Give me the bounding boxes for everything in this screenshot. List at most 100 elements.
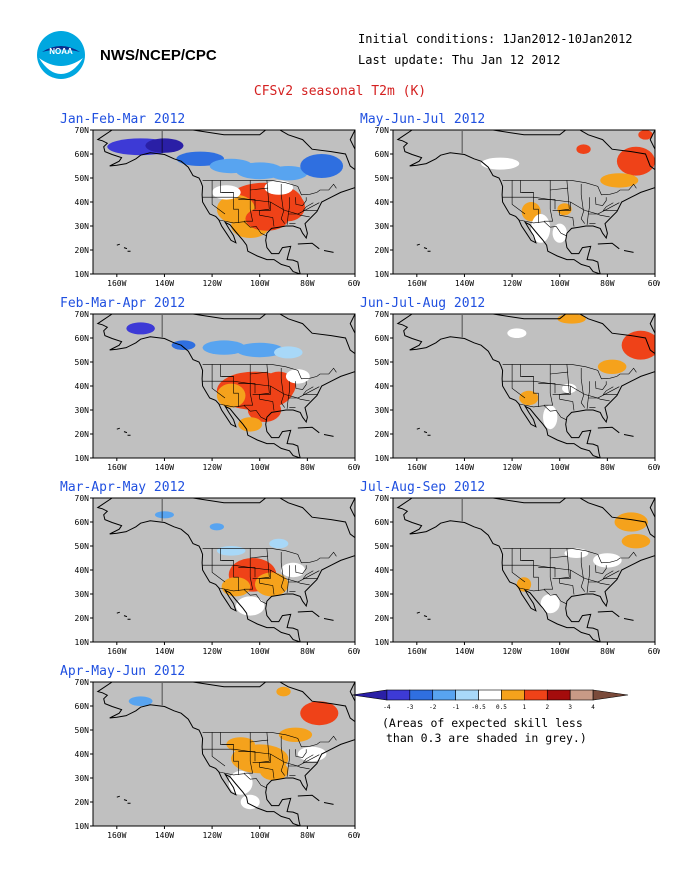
panel-title: Mar-Apr-May 2012 [60, 480, 186, 495]
panel-title: Apr-May-Jun 2012 [60, 664, 186, 679]
lat-label: 40N [75, 382, 90, 391]
lat-label: 50N [375, 542, 390, 551]
legend-swatch [386, 689, 411, 701]
lon-label: 100W [550, 647, 569, 656]
lat-label: 60N [75, 150, 90, 159]
coastline [416, 427, 431, 436]
legend-swatch [524, 689, 548, 701]
anomaly-area [240, 794, 260, 810]
lat-label: 10N [75, 454, 90, 463]
coastline [349, 314, 355, 334]
border-line [220, 548, 239, 591]
border-line [220, 364, 239, 407]
lat-label: 60N [375, 518, 390, 527]
lon-label: 60W [348, 647, 360, 656]
coastline [323, 801, 334, 805]
lat-label: 40N [75, 750, 90, 759]
lat-label: 60N [375, 334, 390, 343]
lon-label: 80W [600, 279, 615, 288]
anomaly-area [269, 166, 308, 181]
lat-label: 30N [75, 590, 90, 599]
border-line [502, 180, 637, 196]
border-line [602, 202, 618, 211]
border-line [238, 383, 256, 394]
anomaly-area [176, 151, 224, 166]
anomaly-area [481, 157, 520, 170]
border-line [280, 552, 285, 592]
border-line [552, 570, 571, 579]
border-line [586, 197, 590, 225]
border-line [520, 548, 539, 591]
lon-label: 120W [202, 279, 221, 288]
lat-label: 40N [375, 382, 390, 391]
border-line [280, 184, 285, 224]
lon-label: 80W [300, 647, 315, 656]
anomaly-area [245, 206, 289, 231]
coastline [396, 498, 655, 642]
border-line [302, 754, 318, 763]
anomaly-area [562, 383, 577, 394]
border-line [550, 371, 569, 375]
anomaly-area [221, 577, 251, 597]
anomaly-area [278, 727, 313, 742]
border-line [552, 386, 571, 395]
border-line [211, 180, 226, 215]
anomaly-area [228, 770, 253, 795]
anomaly-area [209, 523, 224, 531]
lat-label: 30N [375, 222, 390, 231]
anomaly-area [576, 144, 591, 154]
lon-label: 120W [502, 647, 521, 656]
legend-tick-label: 4 [591, 704, 595, 711]
last-update: Last update: Thu Jan 12 2012 [358, 53, 561, 67]
lat-label: 70N [375, 310, 390, 319]
lon-label: 160W [107, 463, 126, 472]
lat-label: 60N [75, 702, 90, 711]
lon-label: 160W [107, 831, 126, 840]
lat-label: 70N [375, 494, 390, 503]
lon-label: 60W [648, 463, 660, 472]
coastline [623, 249, 634, 253]
border-line [502, 548, 637, 564]
border-line [288, 397, 310, 402]
lon-label: 140W [155, 831, 174, 840]
anomaly-area [597, 359, 627, 374]
panel-amj: Apr-May-Jun 2012 70N 60N 50N 40N 30N 20N 10N 16… [60, 664, 360, 850]
lon-label: 100W [550, 279, 569, 288]
legend-tick-label: -2 [429, 704, 437, 711]
anomaly-area [507, 328, 527, 338]
lat-label: 50N [375, 358, 390, 367]
anomaly-area [145, 138, 184, 153]
anomaly-area [621, 534, 651, 549]
coastline [96, 314, 355, 458]
lon-label: 80W [300, 279, 315, 288]
coastline [297, 242, 320, 250]
coastline [597, 426, 620, 434]
lon-label: 80W [300, 831, 315, 840]
coastline [597, 242, 620, 250]
lat-label: 10N [375, 270, 390, 279]
border-line [520, 364, 539, 407]
lat-label: 60N [75, 518, 90, 527]
lon-label: 140W [455, 279, 474, 288]
border-line [295, 749, 307, 758]
anomaly-area [235, 342, 284, 358]
coastline [96, 130, 355, 274]
map-panel: 70N 60N 50N 40N 30N 20N 10N 160W 140W 120W 100W 80W… [375, 126, 660, 288]
border-line [211, 364, 226, 399]
lat-label: 20N [75, 246, 90, 255]
border-line [595, 381, 607, 390]
lat-label: 20N [75, 614, 90, 623]
anomaly-area [638, 130, 653, 140]
lon-label: 60W [648, 279, 660, 288]
lon-label: 80W [300, 463, 315, 472]
border-line [302, 202, 318, 211]
anomaly-area [614, 512, 648, 532]
coastline [623, 617, 634, 621]
logo-text: NOAA [49, 47, 73, 56]
coastline [297, 610, 320, 618]
border-line [219, 219, 267, 237]
border-line [238, 751, 256, 762]
lat-label: 50N [375, 174, 390, 183]
border-line [250, 187, 269, 191]
anomaly-area [126, 322, 155, 335]
